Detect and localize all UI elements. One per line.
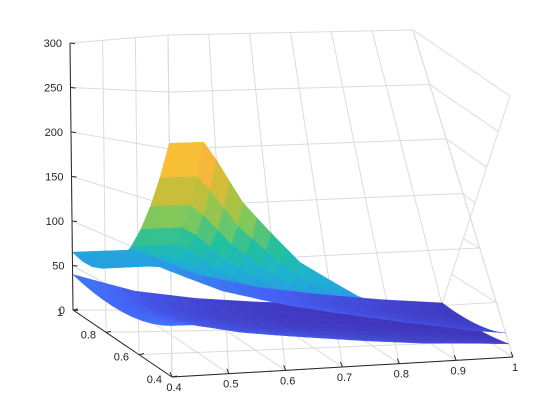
box-edge	[412, 29, 514, 358]
z-tick-label: 300	[44, 38, 62, 50]
z-gridline	[71, 176, 476, 207]
y-axis-ticks: 0.4 0.6 0.8 1	[57, 307, 178, 386]
z-tick-mark	[72, 265, 78, 267]
x-tick-mark	[396, 358, 400, 364]
surface-0	[71, 141, 506, 334]
y-tick-label: 0.6	[114, 352, 129, 364]
y-tick-mark	[171, 375, 178, 378]
surface-patch	[426, 301, 450, 309]
z-gridline	[70, 83, 499, 133]
box-edge	[439, 95, 511, 311]
surface-1	[72, 274, 510, 345]
y-tick-label: 0.8	[81, 329, 96, 341]
z-tick-label: 250	[44, 83, 62, 95]
x-axis-line	[171, 356, 514, 378]
z-tick-label: 100	[46, 216, 64, 228]
x-tick-mark	[169, 371, 173, 378]
x-tick-label: 0.9	[451, 365, 466, 377]
x-tick-label: 0.4	[166, 382, 181, 394]
y-tick-mark	[72, 308, 79, 311]
x-tick-label: 1	[512, 362, 518, 374]
y-axis-line	[72, 309, 173, 378]
z-axis-ticks: 0 50 100 150 200 250 300	[44, 38, 79, 317]
x-tick-label: 0.8	[394, 369, 409, 381]
z-tick-label: 200	[45, 127, 63, 139]
surfaces	[71, 141, 510, 345]
z-tick-mark	[70, 87, 76, 89]
z-tick-mark	[71, 176, 77, 178]
z-tick-label: 50	[52, 261, 64, 273]
y-tick-label: 1	[57, 307, 63, 319]
x-tick-label: 0.7	[337, 372, 352, 384]
x-tick-mark	[510, 351, 514, 358]
y-tick-mark	[105, 330, 112, 333]
z-axis-line	[69, 42, 74, 311]
x-tick-mark	[340, 361, 343, 368]
z-tick-mark	[71, 220, 78, 222]
z-tick-label: 0	[59, 305, 65, 317]
x-tick-label: 0.5	[223, 379, 238, 391]
z-tick-mark	[69, 42, 76, 44]
y-tick-mark	[138, 353, 145, 356]
x-tick-label: 0.6	[280, 375, 295, 387]
y-tick-label: 0.4	[147, 374, 162, 386]
z-gridline	[70, 131, 487, 168]
x-tick-mark	[226, 368, 230, 374]
z-tick-mark	[70, 131, 77, 133]
x-tick-mark	[283, 365, 287, 371]
y-gridline-floor	[138, 340, 489, 356]
x-tick-mark	[453, 355, 457, 361]
x-axis-ticks: 0.4 0.5 0.6 0.7 0.8 0.9 1	[166, 351, 518, 394]
z-tick-label: 150	[45, 172, 63, 184]
